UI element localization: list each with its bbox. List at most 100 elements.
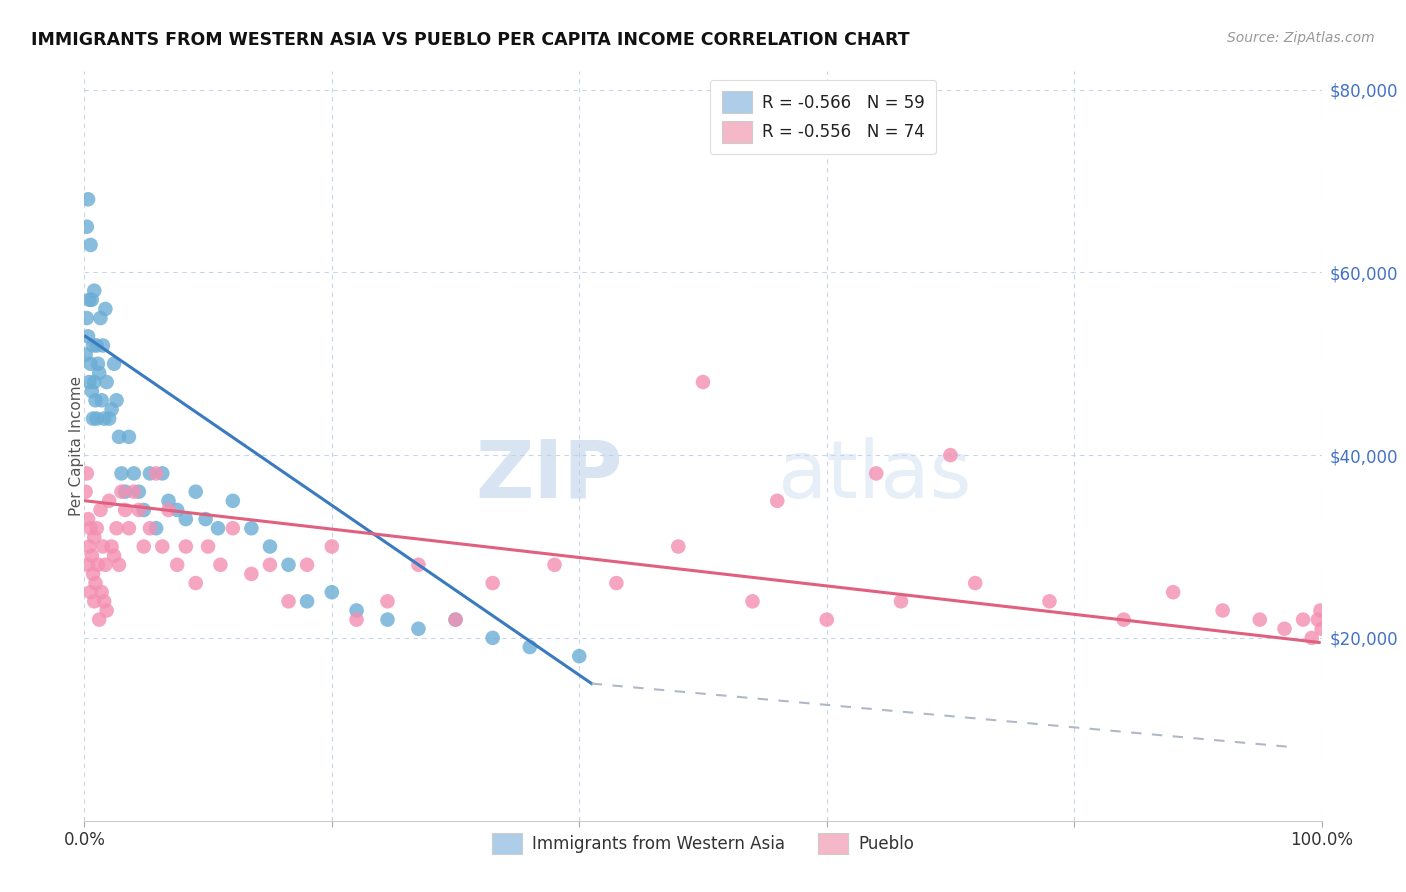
Point: [346, 603, 368, 617]
Point: [1301, 631, 1323, 645]
Point: [100, 402, 122, 417]
Point: [82, 566, 104, 581]
Point: [166, 503, 188, 517]
Point: [84, 393, 107, 408]
Point: [93, 594, 115, 608]
Point: [145, 521, 167, 535]
Point: [77, 512, 100, 526]
Text: atlas: atlas: [778, 437, 972, 515]
Point: [84, 576, 107, 591]
Point: [184, 484, 207, 499]
Point: [98, 411, 121, 425]
Point: [90, 585, 112, 599]
Point: [132, 503, 155, 517]
Point: [481, 631, 503, 645]
Point: [139, 467, 162, 481]
Point: [321, 540, 343, 554]
Point: [87, 558, 110, 572]
Point: [1249, 613, 1271, 627]
Point: [79, 293, 101, 307]
Point: [174, 512, 197, 526]
Point: [76, 467, 98, 481]
Point: [82, 338, 104, 352]
Point: [346, 613, 368, 627]
Point: [108, 430, 131, 444]
Point: [965, 576, 987, 591]
Point: [83, 530, 105, 544]
Point: [108, 558, 131, 572]
Point: [194, 512, 217, 526]
Point: [240, 521, 263, 535]
Point: [94, 558, 117, 572]
Point: [444, 613, 467, 627]
Point: [86, 411, 108, 425]
Point: [605, 576, 627, 591]
Text: IMMIGRANTS FROM WESTERN ASIA VS PUEBLO PER CAPITA INCOME CORRELATION CHART: IMMIGRANTS FROM WESTERN ASIA VS PUEBLO P…: [31, 31, 910, 49]
Point: [259, 540, 281, 554]
Point: [76, 311, 98, 326]
Point: [128, 503, 150, 517]
Point: [89, 366, 111, 380]
Point: [1212, 603, 1234, 617]
Point: [103, 357, 125, 371]
Point: [174, 540, 197, 554]
Point: [377, 613, 399, 627]
Point: [96, 375, 118, 389]
Point: [222, 521, 245, 535]
Point: [240, 566, 263, 581]
Point: [207, 521, 229, 535]
Point: [100, 540, 122, 554]
Point: [110, 484, 132, 499]
Legend: Immigrants from Western Asia, Pueblo: Immigrants from Western Asia, Pueblo: [485, 826, 921, 861]
Point: [150, 540, 173, 554]
Point: [75, 484, 97, 499]
Point: [94, 301, 117, 316]
Point: [103, 549, 125, 563]
Point: [543, 558, 565, 572]
Point: [1038, 594, 1060, 608]
Point: [222, 493, 245, 508]
Point: [91, 338, 114, 352]
Point: [666, 540, 689, 554]
Point: [132, 540, 155, 554]
Point: [118, 430, 141, 444]
Text: ZIP: ZIP: [475, 437, 623, 515]
Point: [93, 411, 115, 425]
Point: [408, 622, 430, 636]
Point: [114, 503, 136, 517]
Point: [1310, 622, 1333, 636]
Point: [890, 594, 912, 608]
Point: [568, 649, 591, 664]
Point: [82, 411, 104, 425]
Point: [122, 467, 145, 481]
Point: [80, 549, 103, 563]
Text: Source: ZipAtlas.com: Source: ZipAtlas.com: [1227, 31, 1375, 45]
Point: [76, 219, 98, 234]
Point: [89, 613, 111, 627]
Point: [865, 467, 887, 481]
Point: [79, 521, 101, 535]
Point: [83, 375, 105, 389]
Point: [1292, 613, 1315, 627]
Y-axis label: Per Capita Income: Per Capita Income: [69, 376, 83, 516]
Point: [98, 493, 121, 508]
Point: [122, 484, 145, 499]
Point: [83, 594, 105, 608]
Point: [939, 448, 962, 462]
Point: [377, 594, 399, 608]
Point: [79, 357, 101, 371]
Point: [481, 576, 503, 591]
Point: [89, 503, 111, 517]
Point: [105, 393, 128, 408]
Point: [114, 484, 136, 499]
Point: [692, 375, 714, 389]
Point: [128, 484, 150, 499]
Point: [80, 384, 103, 399]
Point: [79, 540, 101, 554]
Point: [139, 521, 162, 535]
Point: [110, 467, 132, 481]
Point: [184, 576, 207, 591]
Point: [295, 594, 318, 608]
Point: [1274, 622, 1296, 636]
Point: [408, 558, 430, 572]
